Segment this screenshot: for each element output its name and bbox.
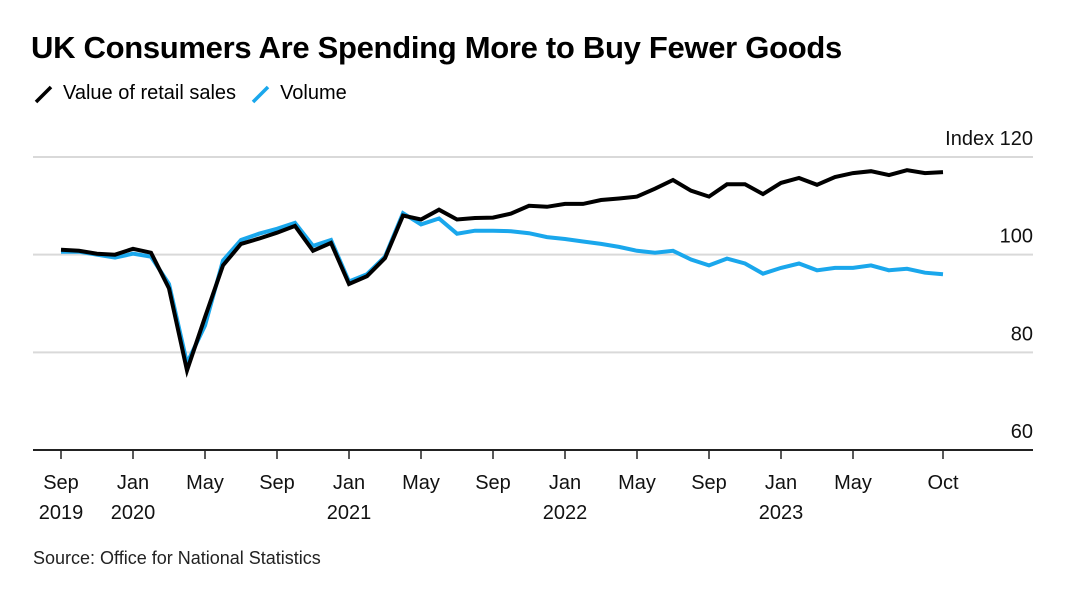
x-tick-label-month: Oct	[927, 472, 959, 494]
x-axis: Sep 2019 Jan 2020 May Sep Jan 2021 May Sep Jan 2022…	[33, 449, 1033, 524]
y-tick-label-120: Index 120	[945, 128, 1033, 150]
x-tick-label-month: May	[402, 472, 440, 494]
series-line-value	[60, 168, 944, 378]
y-axis-labels: 60 80 100 Index 120	[945, 128, 1033, 443]
x-tick-label-month: May	[186, 472, 224, 494]
x-tick-label-month: Sep	[691, 472, 727, 494]
legend-label-volume: Volume	[280, 82, 347, 104]
x-tick-label-month: Sep	[475, 472, 511, 494]
legend-swatch-value-icon	[34, 85, 53, 103]
series-line-volume	[61, 210, 944, 370]
series-lines	[60, 168, 944, 378]
x-tick-label-year: 2019	[39, 502, 84, 524]
x-tick-label-month: Jan	[117, 472, 149, 494]
x-tick-label-month: May	[834, 472, 872, 494]
x-tick-label-year: 2022	[543, 502, 588, 524]
chart-area: 60 80 100 Index 120 Sep 2019 Jan 2020 May Sep Jan…	[33, 128, 1033, 524]
legend: Value of retail sales Volume	[33, 82, 361, 105]
series-value	[60, 168, 944, 378]
x-tick-label-month: Jan	[765, 472, 797, 494]
x-tick-label-year: 2021	[327, 502, 372, 524]
legend-item-volume: Volume	[250, 82, 347, 105]
series-volume	[61, 210, 944, 370]
x-tick-label-month: Jan	[549, 472, 581, 494]
gridlines	[33, 156, 1033, 354]
x-tick-label-month: Sep	[259, 472, 295, 494]
x-tick-label-month: Jan	[333, 472, 365, 494]
y-tick-label-80: 80	[1011, 323, 1033, 345]
legend-label-value: Value of retail sales	[63, 82, 237, 104]
y-tick-label-60: 60	[1011, 421, 1033, 443]
y-tick-label-100: 100	[1000, 226, 1033, 248]
chart-title: UK Consumers Are Spending More to Buy Fe…	[31, 30, 842, 65]
source-note: Source: Office for National Statistics	[33, 548, 321, 568]
legend-item-value: Value of retail sales	[33, 82, 236, 105]
x-tick-label-month: Sep	[43, 472, 79, 494]
legend-swatch-volume-icon	[251, 85, 270, 103]
x-tick-label-year: 2023	[759, 502, 804, 524]
x-tick-label-month: May	[618, 472, 656, 494]
x-tick-label-year: 2020	[111, 502, 156, 524]
